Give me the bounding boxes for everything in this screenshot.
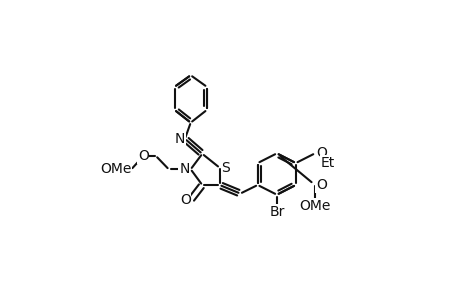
- Text: Br: Br: [269, 205, 284, 219]
- Text: O: O: [315, 178, 326, 192]
- Text: N: N: [179, 162, 189, 176]
- Text: OMe: OMe: [299, 199, 330, 213]
- Text: S: S: [221, 161, 230, 175]
- Text: O: O: [138, 149, 148, 163]
- Text: N: N: [174, 132, 185, 146]
- Text: OMe: OMe: [100, 162, 131, 176]
- Text: Et: Et: [320, 156, 335, 170]
- Text: O: O: [179, 193, 190, 207]
- Text: O: O: [315, 146, 326, 160]
